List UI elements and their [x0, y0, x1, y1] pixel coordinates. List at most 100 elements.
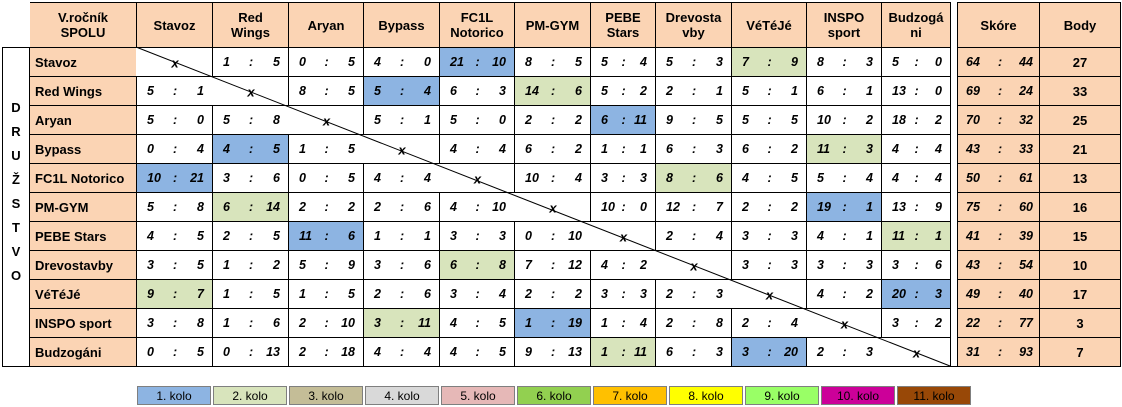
score-home: 4	[450, 316, 457, 330]
score-away: 9	[935, 200, 942, 214]
row-header: FC1L Notorico	[29, 163, 137, 193]
match-result: 12: 7	[655, 192, 732, 222]
score-home: 5	[742, 113, 749, 127]
match-result: 9: 7	[136, 279, 213, 309]
diagonal-cell: x	[514, 192, 591, 222]
match-result: 4: 5	[439, 308, 515, 338]
match-result: 2: 2	[514, 105, 591, 135]
score-home: 3	[374, 316, 381, 330]
side-label-letter: D	[11, 100, 21, 115]
side-label-letter: U	[11, 148, 21, 163]
score-home: 2	[374, 287, 381, 301]
score-separator: :	[173, 142, 178, 156]
score-separator: :	[767, 84, 772, 98]
score-home: 4	[374, 55, 381, 69]
row-header: Aryan	[29, 105, 137, 135]
score-home: 4	[223, 142, 230, 156]
score-separator: :	[173, 287, 178, 301]
score-away: 2	[575, 113, 582, 127]
score-separator: :	[551, 345, 556, 359]
score-away: 5	[273, 142, 280, 156]
diagonal-cell: x	[731, 279, 807, 309]
score-separator: :	[767, 171, 772, 185]
points-value: 33	[1039, 76, 1121, 106]
col-header-line: PM-GYM	[525, 17, 580, 33]
score-away: 8	[716, 316, 723, 330]
col-header-line: Stavoz	[153, 17, 196, 33]
score-home: 5	[147, 84, 154, 98]
score-total: 69: 24	[957, 76, 1040, 106]
score-home: 3	[147, 258, 154, 272]
score-separator: :	[692, 287, 697, 301]
score-away: 6	[424, 258, 431, 272]
match-result: 3: 6	[881, 250, 951, 280]
score-total: 43: 33	[957, 134, 1040, 164]
score-separator: :	[324, 287, 329, 301]
score-separator: :	[842, 287, 847, 301]
score-away: 4	[424, 84, 431, 98]
match-result: 0: 5	[136, 337, 213, 367]
match-result: 4: 0	[363, 47, 440, 77]
match-result: 13: 9	[881, 192, 951, 222]
score-away: 3	[716, 55, 723, 69]
row-header: Bypass	[29, 134, 137, 164]
match-result: 1:1	[590, 134, 656, 164]
score-away: 20	[784, 345, 798, 359]
score-total-for: 43	[966, 142, 980, 156]
score-home: 5	[374, 84, 381, 98]
match-result: 3: 5	[136, 250, 213, 280]
score-separator: :	[400, 171, 405, 185]
score-separator: :	[998, 84, 1003, 98]
score-home: 1	[223, 258, 230, 272]
legend-round-swatch: 1. kolo	[137, 386, 211, 405]
match-result: 6: 3	[655, 134, 732, 164]
match-result: 3:3	[590, 279, 656, 309]
col-header-label: Stavoz	[154, 18, 196, 33]
score-home: 2	[374, 200, 381, 214]
score-home: 4	[601, 258, 608, 272]
match-result: 10:0	[590, 192, 656, 222]
score-separator: :	[475, 287, 480, 301]
match-result: 5: 9	[288, 250, 364, 280]
score-away: 5	[575, 55, 582, 69]
score-home: 2	[223, 229, 230, 243]
score-home: 4	[374, 345, 381, 359]
match-result: 13: 0	[881, 76, 951, 106]
score-total-for: 43	[966, 258, 980, 272]
score-separator: :	[324, 345, 329, 359]
gap-column-bottom	[950, 366, 958, 367]
col-header-line: Bypass	[378, 17, 425, 33]
score-total-against: 60	[1019, 200, 1033, 214]
score-separator: :	[400, 345, 405, 359]
score-separator: :	[249, 142, 254, 156]
score-separator: :	[621, 113, 626, 127]
score-away: 18	[341, 345, 355, 359]
legend-round-swatch: 3. kolo	[289, 386, 363, 405]
score-total-for: 31	[966, 345, 980, 359]
score-away: 11	[418, 316, 431, 330]
row-header: PEBE Stars	[29, 221, 137, 251]
diagonal-cell: x	[590, 221, 656, 251]
match-result: 4:10	[439, 192, 515, 222]
match-result: 0:13	[212, 337, 289, 367]
score-home: 5	[299, 258, 306, 272]
diagonal-cell: x	[439, 163, 515, 193]
score-away: 5	[273, 229, 280, 243]
match-result: 2: 5	[212, 221, 289, 251]
score-separator: :	[400, 55, 405, 69]
side-label-letter: R	[11, 124, 21, 139]
match-result: 11: 3	[806, 134, 882, 164]
score-home: 12	[666, 200, 680, 214]
col-header-label: Aryan	[308, 18, 345, 33]
points-value: 13	[1039, 163, 1121, 193]
score-separator: :	[249, 171, 254, 185]
col-header-line: INSPO	[823, 10, 865, 25]
score-away: 6	[273, 171, 280, 185]
score-home: 2	[525, 113, 532, 127]
col-header-line: Notorico	[450, 25, 504, 40]
match-result: 4: 2	[806, 279, 882, 309]
score-away: 13	[266, 345, 280, 359]
col-header-label: Budzogá ni	[889, 10, 944, 40]
score-separator: :	[692, 84, 697, 98]
score-home: 0	[525, 229, 532, 243]
